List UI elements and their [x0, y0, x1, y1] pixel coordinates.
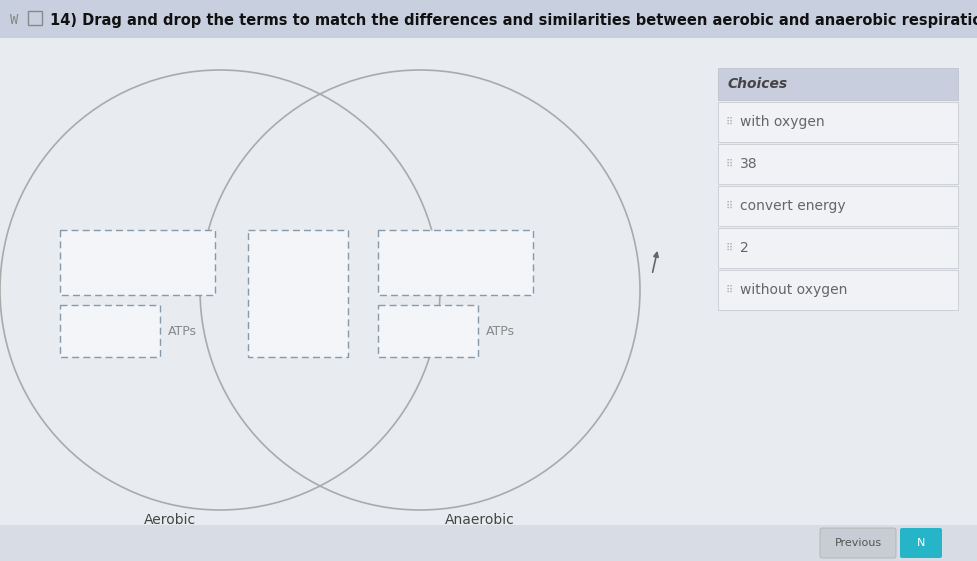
Text: Anaerobic: Anaerobic — [446, 513, 515, 527]
Bar — [718, 270, 958, 310]
Text: convert energy: convert energy — [740, 199, 846, 213]
Text: Choices: Choices — [728, 77, 788, 91]
Text: N: N — [916, 538, 925, 548]
Bar — [718, 144, 958, 184]
Text: 2: 2 — [740, 241, 748, 255]
Text: ⠿: ⠿ — [726, 201, 733, 211]
Bar — [0, 0, 977, 38]
Bar — [0, 525, 977, 561]
FancyBboxPatch shape — [378, 305, 478, 357]
Text: ⠿: ⠿ — [726, 243, 733, 253]
Text: without oxygen: without oxygen — [740, 283, 847, 297]
Text: ⠿: ⠿ — [726, 285, 733, 295]
Text: ⠿: ⠿ — [726, 159, 733, 169]
Text: ATPs: ATPs — [486, 324, 515, 338]
FancyBboxPatch shape — [378, 230, 533, 295]
Text: ATPs: ATPs — [168, 324, 197, 338]
Bar — [718, 102, 958, 142]
Text: Aerobic: Aerobic — [144, 513, 196, 527]
FancyBboxPatch shape — [248, 230, 348, 357]
Bar — [718, 228, 958, 268]
Text: 14) Drag and drop the terms to match the differences and similarities between ae: 14) Drag and drop the terms to match the… — [50, 12, 977, 27]
Text: Previous: Previous — [834, 538, 881, 548]
Bar — [718, 68, 958, 100]
Bar — [718, 186, 958, 226]
FancyBboxPatch shape — [820, 528, 896, 558]
FancyBboxPatch shape — [60, 305, 160, 357]
Text: with oxygen: with oxygen — [740, 115, 825, 129]
Text: W: W — [10, 13, 19, 27]
Text: 38: 38 — [740, 157, 757, 171]
FancyBboxPatch shape — [60, 230, 215, 295]
FancyBboxPatch shape — [900, 528, 942, 558]
Text: ⠿: ⠿ — [726, 117, 733, 127]
